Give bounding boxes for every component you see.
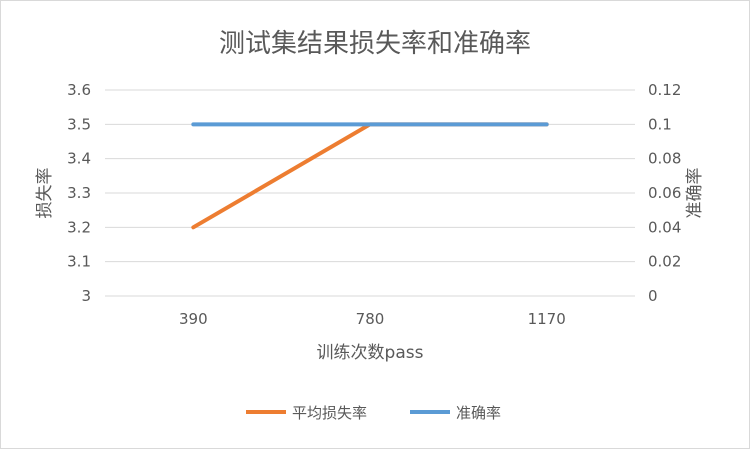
left-tick-label: 3.6: [67, 81, 91, 99]
legend-label-loss: 平均损失率: [292, 404, 367, 422]
x-axis-title: 训练次数pass: [317, 343, 424, 363]
left-tick-label: 3.1: [67, 253, 91, 271]
left-tick-label: 3.2: [67, 218, 91, 236]
series-lines: [191, 122, 549, 230]
chart-title: 测试集结果损失率和准确率: [219, 29, 531, 59]
legend: 平均损失率 准确率: [246, 404, 501, 422]
right-tick-label: 0: [648, 287, 658, 305]
gridlines: [105, 89, 635, 297]
right-axis-ticks: 0 0.02 0.04 0.06 0.08 0.1 0.12: [648, 81, 681, 305]
right-tick-label: 0.08: [648, 150, 681, 168]
x-axis-ticks: 390 780 1170: [179, 310, 566, 328]
right-tick-label: 0.06: [648, 184, 681, 202]
left-tick-label: 3.5: [67, 115, 91, 133]
series-line-loss: [191, 122, 549, 230]
legend-label-accuracy: 准确率: [456, 404, 501, 422]
left-tick-label: 3.3: [67, 184, 91, 202]
x-tick-label: 390: [179, 310, 208, 328]
left-axis-ticks: 3 3.1 3.2 3.3 3.4 3.5 3.6: [67, 81, 91, 305]
x-tick-label: 780: [356, 310, 385, 328]
left-tick-label: 3: [81, 287, 91, 305]
left-axis-title: 损失率: [35, 168, 55, 219]
right-tick-label: 0.02: [648, 253, 681, 271]
left-tick-label: 3.4: [67, 150, 91, 168]
right-tick-label: 0.1: [648, 115, 672, 133]
right-tick-label: 0.12: [648, 81, 681, 99]
right-tick-label: 0.04: [648, 218, 681, 236]
x-tick-label: 1170: [528, 310, 566, 328]
right-axis-title: 准确率: [685, 168, 705, 219]
